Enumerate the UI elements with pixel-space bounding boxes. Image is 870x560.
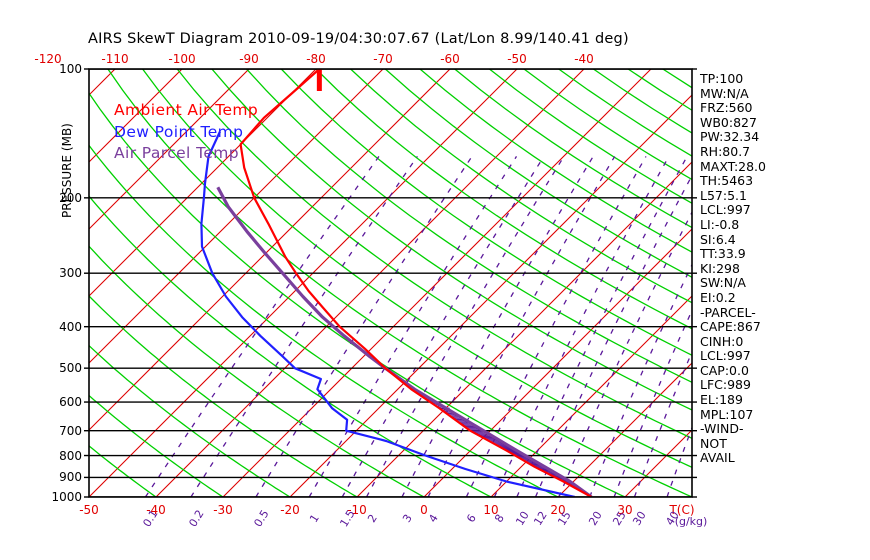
sounding-index-item: SW:N/A	[700, 275, 746, 291]
sounding-index-item: L57:5.1	[700, 187, 747, 203]
sounding-index-item: WB0:827	[700, 114, 757, 130]
sounding-index-item: RH:80.7	[700, 143, 751, 159]
bottom-temperature-axis: -50 -40 -30 -20 -10 0 10 20 30 T(C)	[0, 503, 870, 519]
top-temperature-axis: -120 -110 -100 -90 -80 -70 -60 -50 -40	[0, 52, 870, 68]
sounding-index-item: LCL:997	[700, 202, 751, 218]
top-temp-tick: -80	[306, 52, 326, 66]
sounding-index-item: SI:6.4	[700, 231, 736, 247]
top-temp-tick: -70	[373, 52, 393, 66]
legend-air-parcel-temp: Air Parcel Temp	[114, 144, 239, 162]
sounding-index-item: CAP:0.0	[700, 362, 749, 378]
top-temp-tick: -120	[34, 52, 62, 66]
top-temp-tick: -100	[168, 52, 196, 66]
top-temp-tick: -50	[507, 52, 527, 66]
sounding-index-item: EI:0.2	[700, 289, 736, 305]
legend-ambient-air-temp: Ambient Air Temp	[114, 101, 259, 119]
bottom-temp-tick: -40	[146, 503, 166, 517]
temperature-axis-label: T(C)	[669, 503, 695, 517]
sounding-index-item: LCL:997	[700, 348, 751, 364]
pressure-tick: 600	[59, 395, 82, 410]
pressure-tick: 200	[59, 190, 82, 205]
sounding-index-item: NOT	[700, 435, 727, 451]
pressure-tick: 100	[59, 62, 82, 76]
sounding-index-item: -WIND-	[700, 421, 744, 437]
bottom-temp-tick: 20	[550, 503, 566, 517]
sounding-index-item: MW:N/A	[700, 85, 749, 101]
pressure-tick: 300	[59, 266, 82, 281]
sounding-index-item: EL:189	[700, 392, 743, 408]
sounding-index-item: MPL:107	[700, 406, 754, 422]
mixing-ratio-axis-label: (g/kg)	[674, 515, 708, 528]
top-temp-tick: -90	[239, 52, 259, 66]
sounding-index-item: AVAIL	[700, 450, 735, 466]
sounding-index-item: CAPE:867	[700, 319, 761, 335]
sounding-index-item: -PARCEL-	[700, 304, 756, 320]
sounding-index-item: TT:33.9	[700, 246, 746, 262]
pressure-axis: 100 200 300 400 500 600 700 800 900 1000	[0, 0, 88, 560]
pressure-tick: 500	[59, 361, 82, 376]
bottom-temp-tick: -20	[280, 503, 300, 517]
page-title: AIRS SkewT Diagram 2010-09-19/04:30:07.6…	[88, 31, 629, 47]
top-temp-tick: -110	[101, 52, 129, 66]
sounding-index-item: TH:5463	[700, 173, 754, 189]
sounding-index-item: TP:100	[700, 71, 744, 86]
bottom-temp-tick: 10	[483, 503, 499, 517]
pressure-tick: 400	[59, 319, 82, 334]
pressure-tick: 900	[59, 470, 82, 485]
bottom-temp-tick: 30	[617, 503, 633, 517]
bottom-temp-tick: -10	[347, 503, 367, 517]
legend-dew-point-temp: Dew Point Temp	[114, 123, 244, 141]
sounding-index-item: KI:298	[700, 260, 740, 276]
top-temp-tick: -40	[574, 52, 594, 66]
sounding-indices-panel: TP:100 MW:N/A FRZ:560 WB0:827 PW:32.34 RH:80.…	[700, 71, 830, 466]
sounding-index-item: PW:32.34	[700, 129, 760, 145]
pressure-tick: 1000	[51, 490, 82, 504]
mixing-ratio-axis: 0.1 0.2 0.5 1 1.5 2 3 4 6 8 10 12 15 20 25 30 40 (g/kg)	[0, 508, 870, 545]
pressure-tick: 800	[59, 448, 82, 463]
sounding-index-item: MAXT:28.0	[700, 158, 766, 174]
sounding-index-item: FRZ:560	[700, 100, 753, 116]
sounding-index-item: LI:-0.8	[700, 216, 740, 232]
bottom-temp-tick: -30	[213, 503, 233, 517]
top-temp-tick: -60	[440, 52, 460, 66]
sounding-index-item: LFC:989	[700, 377, 751, 393]
pressure-tick: 700	[59, 423, 82, 438]
bottom-temp-tick: -50	[79, 503, 99, 517]
sounding-index-item: CINH:0	[700, 333, 744, 349]
bottom-temp-tick: 0	[420, 503, 428, 517]
